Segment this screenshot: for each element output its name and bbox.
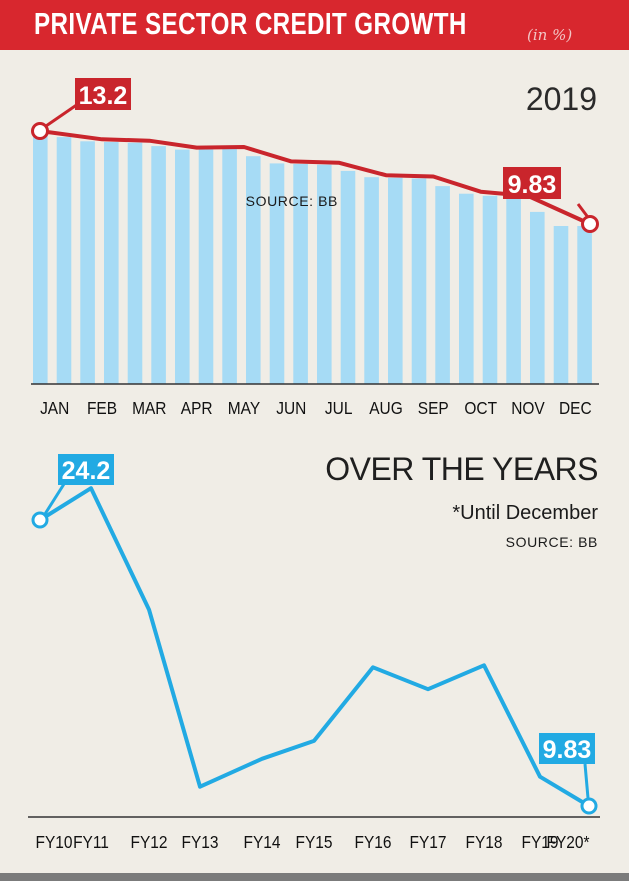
footnote-label: *Until December [452,502,598,524]
data-point-marker [31,511,49,529]
bar [293,164,308,384]
data-point-marker [31,122,49,140]
x-tick-label: FY14 [244,832,281,852]
title-banner: PRIVATE SECTOR CREDIT GROWTH (in %) [0,0,629,50]
callout-box [75,78,131,110]
source-label: SOURCE: BB [506,534,598,550]
x-tick-label: FEB [87,398,117,418]
data-point-marker [581,215,599,233]
callout-leader [583,763,590,799]
x-tick-label: JUL [325,398,353,418]
x-tick-label: JAN [40,398,69,418]
unit-label: (in %) [527,26,573,44]
x-tick-label: FY16 [355,832,392,852]
x-tick-label: FY10 [36,832,73,852]
data-label-last: 9.83 [508,171,557,199]
callout-box [539,733,595,764]
x-tick-label: FY11 [73,832,109,852]
bar [530,211,545,384]
bar [482,195,498,384]
data-label-first: 24.2 [62,457,111,485]
bar [435,186,450,384]
chart-subtitle-year: 2019 [526,81,597,117]
bar [269,163,285,384]
source-label: SOURCE: BB [246,193,338,209]
callout-box [503,167,561,199]
bar [198,149,214,384]
x-tick-label: FY17 [410,832,447,852]
bar [33,133,48,384]
x-tick-label: NOV [511,398,545,418]
data-label-last: 9.83 [543,736,592,764]
bar [459,193,474,384]
yearly-chart: 24.2 9.83 OVER THE YEARS *Until December SOU… [28,451,600,852]
x-tick-label: OCT [464,398,497,418]
callout-leader [576,203,589,217]
x-tick-label: MAR [132,398,166,418]
x-tick-label: FY12 [131,832,168,852]
bar [175,149,190,384]
series-line [38,486,591,808]
bar [411,178,427,384]
bottom-divider [0,873,629,881]
x-tick-label: FY13 [182,832,219,852]
monthly-chart: 13.2 9.83 2019 SOURCE: BB JAN FEB MAR APR MAY JUN… [31,78,599,418]
bar [222,149,237,384]
bar [364,177,379,384]
callout-box [58,454,114,485]
bar [388,177,403,384]
data-label-first: 13.2 [79,82,128,110]
bar [246,156,261,384]
callout-leader [43,483,66,515]
bar [317,164,332,384]
bar [56,137,72,384]
data-point-marker [580,797,598,815]
x-tick-label: FY15 [296,832,333,852]
x-tick-label: APR [181,398,213,418]
x-tick-label: JUN [276,398,306,418]
bar [127,142,143,384]
x-tick-label: AUG [369,398,403,418]
x-tick-label: FY20* [547,832,590,852]
x-tick-label: DEC [559,398,592,418]
bar [506,197,521,384]
series-line [39,129,591,226]
bar [151,146,166,384]
bar [577,226,592,384]
chart-title: PRIVATE SECTOR CREDIT GROWTH [34,6,467,41]
callout-leader [45,102,79,128]
chart-subtitle: OVER THE YEARS [325,451,598,487]
bar [340,170,356,384]
bar [80,141,95,384]
x-tick-label: MAY [228,398,260,418]
x-tick-label: FY19 [522,832,559,852]
bar [104,142,119,384]
bar [553,226,569,384]
x-tick-label: FY18 [466,832,503,852]
x-tick-label: SEP [418,398,449,418]
